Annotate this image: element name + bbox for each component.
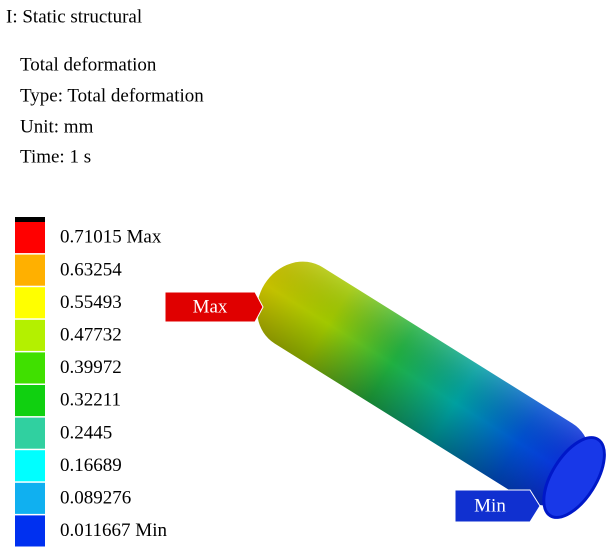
legend-label: 0.2445 bbox=[60, 422, 112, 443]
analysis-title: I: Static structural bbox=[6, 6, 142, 27]
legend-label: 0.089276 bbox=[60, 487, 131, 508]
legend-label: 0.16689 bbox=[60, 455, 122, 476]
legend-swatch bbox=[15, 450, 45, 481]
legend-label: 0.39972 bbox=[60, 357, 122, 378]
legend-swatch bbox=[15, 418, 45, 449]
max-probe: Max bbox=[165, 292, 263, 322]
legend-swatch bbox=[15, 483, 45, 514]
max-probe-label: Max bbox=[193, 296, 228, 317]
legend-label: 0.63254 bbox=[60, 259, 122, 280]
legend-label: 0.32211 bbox=[60, 390, 121, 411]
legend-label: 0.55493 bbox=[60, 292, 122, 313]
legend-swatch bbox=[15, 352, 45, 383]
legend-swatch bbox=[15, 320, 45, 351]
legend-swatch bbox=[15, 255, 45, 286]
legend-swatch bbox=[15, 385, 45, 416]
legend: 0.71015 Max 0.63254 0.55493 0.47732 0.39972 0… bbox=[15, 222, 167, 547]
result-time: Time: 1 s bbox=[20, 146, 91, 167]
cylinder-model bbox=[241, 246, 607, 527]
legend-swatch bbox=[15, 287, 45, 318]
screen: I: Static structural Total deformation T… bbox=[0, 0, 607, 550]
result-name: Total deformation bbox=[20, 54, 157, 75]
legend-top bbox=[15, 217, 45, 222]
legend-swatch bbox=[15, 515, 45, 546]
min-probe-label: Min bbox=[474, 495, 506, 516]
result-unit: Unit: mm bbox=[20, 116, 94, 137]
legend-label: 0.47732 bbox=[60, 324, 122, 345]
result-type: Type: Total deformation bbox=[20, 85, 204, 106]
legend-label: 0.71015 Max bbox=[60, 227, 162, 248]
legend-label: 0.011667 Min bbox=[60, 520, 167, 541]
legend-swatch bbox=[15, 222, 45, 253]
min-probe: Min bbox=[455, 490, 540, 522]
